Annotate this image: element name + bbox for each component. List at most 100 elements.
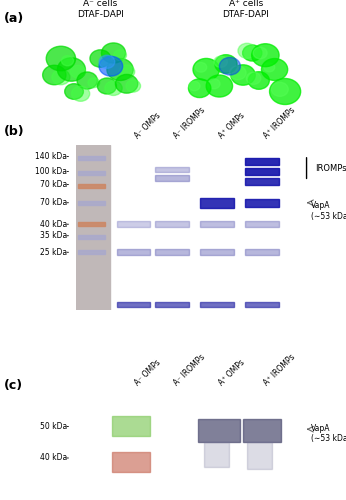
Circle shape	[105, 81, 122, 96]
Bar	[78, 156, 105, 160]
Circle shape	[126, 80, 140, 92]
Circle shape	[88, 78, 100, 88]
Bar	[117, 221, 150, 227]
Bar	[78, 201, 105, 204]
Circle shape	[101, 56, 113, 66]
Bar	[245, 178, 279, 184]
Circle shape	[65, 84, 83, 100]
Circle shape	[119, 65, 135, 78]
Text: (c): (c)	[3, 379, 22, 392]
Circle shape	[116, 74, 138, 93]
Bar	[78, 171, 105, 175]
Circle shape	[246, 72, 261, 85]
Circle shape	[77, 72, 98, 89]
Circle shape	[52, 70, 70, 84]
Bar	[155, 168, 189, 172]
Circle shape	[107, 58, 133, 80]
Circle shape	[253, 47, 267, 59]
Text: 50 kDa: 50 kDa	[40, 422, 67, 431]
Title: A⁺ cells
DTAF-DAPI: A⁺ cells DTAF-DAPI	[222, 0, 269, 19]
Circle shape	[70, 66, 85, 78]
Bar	[245, 198, 279, 207]
Circle shape	[189, 79, 211, 98]
Bar	[155, 302, 189, 306]
Circle shape	[57, 58, 85, 81]
Text: A⁺ OMPs: A⁺ OMPs	[217, 358, 246, 388]
Text: A⁺ OMPs: A⁺ OMPs	[217, 110, 246, 140]
Bar	[78, 184, 105, 188]
Text: A⁻ OMPs: A⁻ OMPs	[134, 358, 163, 388]
Circle shape	[193, 58, 219, 80]
Text: A⁻ IROMPs: A⁻ IROMPs	[172, 352, 207, 388]
Bar	[245, 168, 279, 175]
Circle shape	[189, 82, 200, 90]
Circle shape	[208, 79, 220, 89]
Bar	[155, 250, 189, 255]
Text: VapA
(∼53 kDa): VapA (∼53 kDa)	[311, 202, 346, 220]
Bar	[245, 221, 279, 227]
Circle shape	[262, 58, 288, 80]
Bar	[117, 302, 150, 306]
Bar	[200, 221, 234, 227]
Bar	[204, 442, 229, 467]
Text: VapA
(∼53 kDa): VapA (∼53 kDa)	[311, 424, 346, 444]
Text: A⁻ OMPs: A⁻ OMPs	[134, 110, 163, 140]
Bar	[245, 250, 279, 255]
Bar	[155, 221, 189, 227]
Circle shape	[215, 54, 237, 74]
Bar	[78, 222, 105, 226]
Text: 35 kDa: 35 kDa	[40, 231, 67, 240]
Circle shape	[219, 58, 240, 75]
Bar	[243, 420, 281, 442]
Circle shape	[229, 66, 246, 80]
Circle shape	[252, 44, 279, 66]
Text: (b): (b)	[3, 125, 24, 138]
Text: (a): (a)	[3, 12, 24, 25]
Circle shape	[43, 65, 66, 85]
Circle shape	[113, 50, 127, 60]
Bar	[76, 145, 110, 310]
Circle shape	[72, 86, 90, 102]
Bar	[200, 198, 234, 207]
Circle shape	[231, 65, 255, 85]
Circle shape	[99, 56, 123, 76]
Bar	[200, 302, 234, 306]
Bar	[117, 250, 150, 255]
Text: A⁺ IROMPs: A⁺ IROMPs	[262, 105, 297, 140]
Bar	[245, 302, 279, 306]
Circle shape	[270, 78, 301, 104]
Circle shape	[206, 75, 233, 97]
Title: A⁻ cells
DTAF-DAPI: A⁻ cells DTAF-DAPI	[77, 0, 124, 19]
Text: IROMPs: IROMPs	[315, 164, 346, 172]
Bar	[78, 250, 105, 254]
Circle shape	[214, 56, 227, 68]
Text: 100 kDa: 100 kDa	[35, 167, 67, 176]
Circle shape	[248, 72, 269, 90]
Text: A⁻ IROMPs: A⁻ IROMPs	[172, 105, 207, 140]
Text: A⁺ IROMPs: A⁺ IROMPs	[262, 352, 297, 388]
Circle shape	[238, 44, 256, 59]
Bar	[200, 250, 234, 255]
Bar	[112, 416, 150, 436]
Circle shape	[61, 56, 74, 66]
Circle shape	[99, 55, 115, 68]
Bar	[247, 442, 272, 469]
Circle shape	[271, 82, 288, 96]
Bar	[245, 158, 279, 165]
Circle shape	[195, 62, 207, 72]
Text: 70 kDa: 70 kDa	[40, 198, 67, 207]
Circle shape	[90, 50, 111, 67]
Circle shape	[46, 46, 75, 71]
Bar	[155, 175, 189, 181]
Bar	[112, 452, 150, 471]
Bar	[198, 420, 240, 442]
Circle shape	[101, 43, 126, 63]
Text: 40 kDa: 40 kDa	[40, 454, 67, 462]
Text: 25 kDa: 25 kDa	[40, 248, 67, 257]
Text: 40 kDa: 40 kDa	[40, 220, 67, 228]
Circle shape	[97, 78, 117, 94]
Bar	[78, 236, 105, 240]
Circle shape	[243, 45, 262, 61]
Text: 140 kDa: 140 kDa	[35, 152, 67, 161]
Text: 70 kDa: 70 kDa	[40, 180, 67, 189]
